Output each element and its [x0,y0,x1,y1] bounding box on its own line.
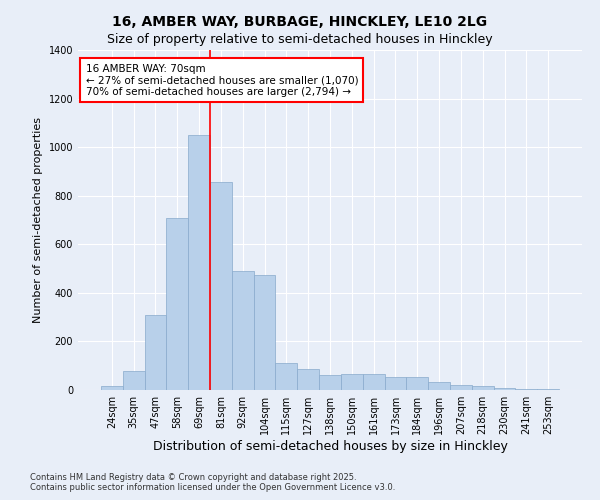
Bar [406,376,428,390]
Bar [123,370,145,390]
Bar [472,386,494,390]
Text: 16, AMBER WAY, BURBAGE, HINCKLEY, LE10 2LG: 16, AMBER WAY, BURBAGE, HINCKLEY, LE10 2… [112,15,488,29]
Bar [101,386,123,390]
Y-axis label: Number of semi-detached properties: Number of semi-detached properties [33,117,43,323]
Text: Contains HM Land Registry data © Crown copyright and database right 2025.
Contai: Contains HM Land Registry data © Crown c… [30,473,395,492]
Bar [450,385,472,390]
Bar [166,218,188,390]
Bar [188,135,210,390]
Bar [275,364,297,390]
Bar [515,389,537,390]
Text: Size of property relative to semi-detached houses in Hinckley: Size of property relative to semi-detach… [107,32,493,46]
X-axis label: Distribution of semi-detached houses by size in Hinckley: Distribution of semi-detached houses by … [152,440,508,453]
Bar [494,388,515,390]
Bar [254,274,275,390]
Bar [145,314,166,390]
Bar [385,376,406,390]
Bar [297,370,319,390]
Bar [232,271,254,390]
Bar [428,382,450,390]
Bar [319,376,341,390]
Bar [210,182,232,390]
Bar [363,374,385,390]
Text: 16 AMBER WAY: 70sqm
← 27% of semi-detached houses are smaller (1,070)
70% of sem: 16 AMBER WAY: 70sqm ← 27% of semi-detach… [86,64,358,97]
Bar [341,374,363,390]
Bar [537,389,559,390]
